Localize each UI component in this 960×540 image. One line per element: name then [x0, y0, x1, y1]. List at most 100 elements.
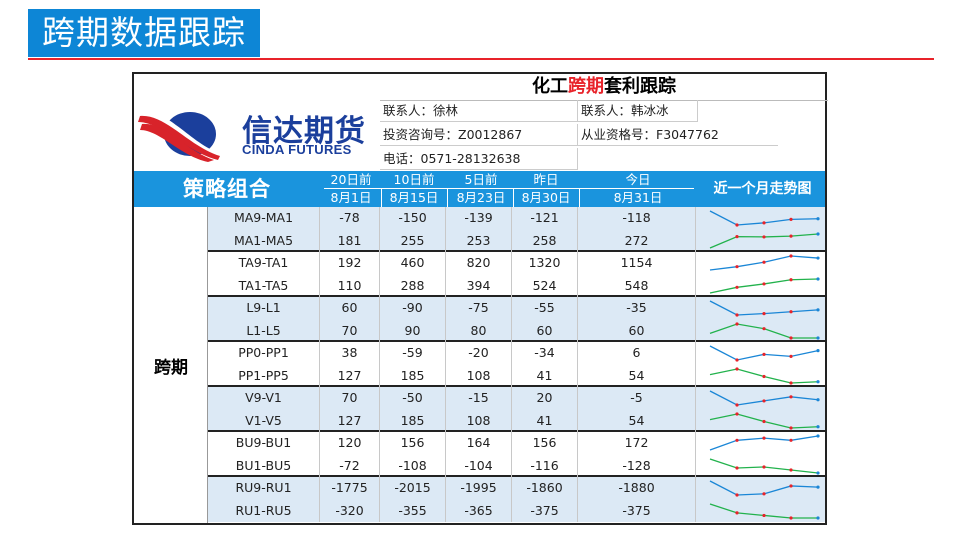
trend-sparkline	[709, 276, 820, 294]
row-value: 41	[512, 364, 578, 387]
logo-swoosh-icon	[138, 111, 222, 162]
sparkline-point	[762, 326, 766, 330]
row-value: 90	[380, 319, 446, 342]
sparkline-point	[735, 465, 739, 470]
phone: 电话：0571-28132638	[380, 148, 578, 170]
row-strategy-name: V1-V5	[208, 409, 320, 432]
row-strategy-name: RU1-RU5	[208, 499, 320, 522]
trend-sparkline	[709, 390, 820, 407]
sparkline-point	[816, 379, 820, 383]
row-value: -55	[512, 297, 578, 320]
row-value: -355	[380, 499, 446, 522]
row-value: 192	[320, 252, 380, 275]
sparkline-point	[816, 276, 820, 281]
row-value: -34	[512, 342, 578, 365]
sparkline-point	[789, 515, 793, 520]
category-column: 跨期	[134, 207, 208, 523]
slide-title: 跨期数据跟踪	[28, 9, 260, 57]
row-value: -1880	[578, 477, 696, 500]
table-row: BU1-BU5 -72 -108 -104 -116 -128	[208, 454, 825, 477]
row-value: 108	[446, 364, 512, 387]
row-value: -15	[446, 387, 512, 410]
sparkline-point	[816, 335, 820, 340]
row-strategy-name: RU9-RU1	[208, 477, 320, 500]
col-offset-10: 10日前	[393, 172, 435, 187]
row-value: -128	[578, 454, 696, 477]
row-value: 70	[320, 387, 380, 410]
sparkline-path	[709, 277, 819, 294]
sparkline-point	[816, 349, 820, 353]
row-strategy-name: PP1-PP5	[208, 364, 320, 387]
sparkline-point	[816, 485, 820, 489]
trend-sparkline	[709, 457, 820, 475]
row-strategy-name: TA9-TA1	[208, 252, 320, 275]
sparkline-point	[762, 436, 766, 440]
sparkline-point	[789, 354, 793, 358]
row-value: 120	[320, 432, 380, 455]
col-today: 今日	[625, 172, 651, 187]
row-value: -320	[320, 499, 380, 522]
row-value: -2015	[380, 477, 446, 500]
row-value: 60	[578, 319, 696, 342]
table-row: BU9-BU1 120 156 164 156 172	[208, 432, 825, 455]
sparkline-point	[735, 493, 739, 497]
strategy-header: 策略组合	[183, 177, 271, 201]
table-row: V1-V5 127 185 108 41 54	[208, 409, 825, 432]
sparkline-point	[762, 221, 766, 225]
row-value: 185	[380, 409, 446, 432]
table-row: L1-L5 70 90 80 60 60	[208, 319, 825, 342]
row-value: 1320	[512, 252, 578, 275]
row-value: 288	[380, 274, 446, 297]
sparkline-path	[709, 390, 819, 406]
row-value: 258	[512, 229, 578, 252]
row-value: 80	[446, 319, 512, 342]
license-1: 投资咨询号：Z0012867	[380, 124, 578, 146]
sparkline-point	[789, 380, 793, 385]
sparkline-point	[789, 425, 793, 430]
row-value: 460	[380, 252, 446, 275]
row-strategy-name: BU1-BU5	[208, 454, 320, 477]
trend-sparkline	[709, 502, 820, 520]
header-sep	[513, 189, 514, 207]
row-value: 820	[446, 252, 512, 275]
row-value: 41	[512, 409, 578, 432]
trend-sparkline	[709, 254, 820, 271]
col-yesterday: 昨日	[533, 172, 559, 187]
table-row: RU9-RU1 -1775 -2015 -1995 -1860 -1880	[208, 477, 825, 500]
row-value: -365	[446, 499, 512, 522]
sparkline-point	[762, 464, 766, 469]
sparkline-point	[816, 470, 820, 475]
sparkline-point	[816, 217, 820, 221]
logo-text-cn: 信达期货	[242, 114, 366, 149]
sparkline-point	[816, 256, 820, 260]
table-row: L9-L1 60 -90 -75 -55 -35	[208, 297, 825, 320]
row-value: -78	[320, 207, 380, 230]
sheet-title: 化工跨期套利跟踪	[380, 74, 828, 101]
sparkline-path	[709, 322, 818, 339]
trend-sparkline	[709, 231, 820, 249]
category-label: 跨期	[154, 358, 188, 378]
row-strategy-name: MA9-MA1	[208, 207, 320, 230]
row-value: 127	[320, 364, 380, 387]
sparkline-point	[735, 438, 739, 442]
row-value: 110	[320, 274, 380, 297]
contact-1: 联系人：徐林	[380, 100, 578, 122]
row-strategy-name: BU9-BU1	[208, 432, 320, 455]
row-value: -1775	[320, 477, 380, 500]
row-value: 6	[578, 342, 696, 365]
header-divider	[324, 188, 694, 189]
row-value: 60	[320, 297, 380, 320]
contact-2: 联系人：韩冰冰	[578, 100, 698, 122]
row-value: -104	[446, 454, 512, 477]
sparkline-point	[735, 234, 739, 238]
sparkline-point	[762, 352, 766, 356]
trend-sparkline	[709, 300, 820, 317]
row-strategy-name: TA1-TA5	[208, 274, 320, 297]
row-value: -118	[578, 207, 696, 230]
sparkline-point	[735, 411, 739, 416]
table-row: TA1-TA5 110 288 394 524 548	[208, 274, 825, 297]
sparkline-point	[735, 358, 739, 362]
sparkline-point	[789, 310, 793, 314]
trend-sparkline	[709, 411, 820, 430]
arbitrage-sheet: 化工跨期套利跟踪 信达期货 CINDA FUTURES 联系人：徐林 联系人：韩…	[132, 72, 828, 525]
